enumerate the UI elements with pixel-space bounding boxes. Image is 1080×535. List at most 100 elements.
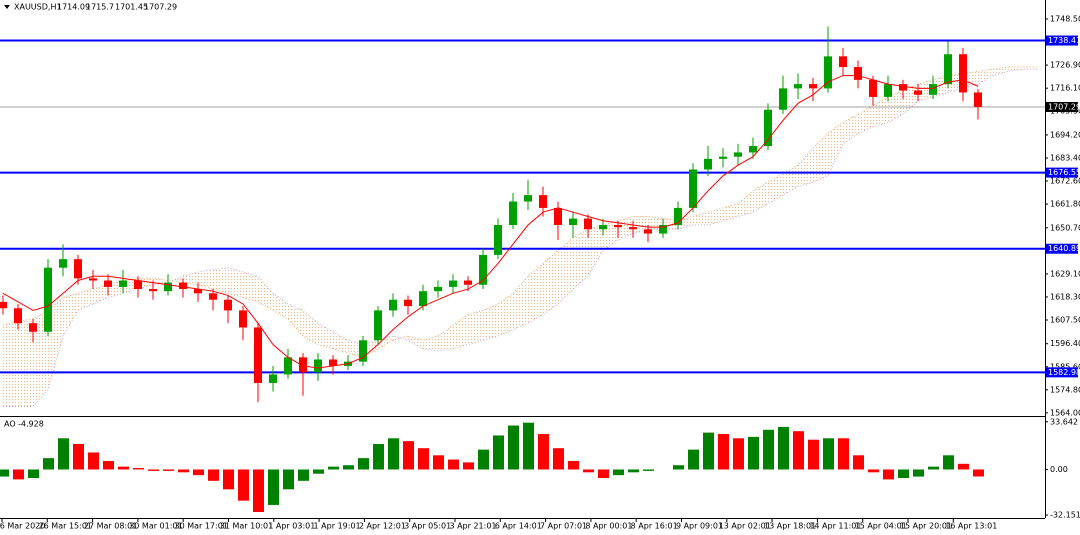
ao-bar: [88, 452, 99, 470]
low: 1701.45: [115, 3, 148, 12]
ao-bar: [58, 438, 69, 470]
ao-bar: [388, 438, 399, 470]
candle-body: [509, 201, 517, 226]
cloud-segment: [798, 148, 813, 187]
ao-bar: [718, 434, 729, 470]
ao-bar: [958, 463, 969, 470]
x-tick-label: 7 Apr 07:01: [540, 522, 587, 531]
ao-bar: [328, 466, 339, 470]
ao-bar: [163, 469, 174, 471]
cloud-segment: [423, 336, 438, 351]
candle-body: [569, 218, 577, 226]
y-tick-label: 1596.40: [1050, 339, 1080, 348]
cloud-segment: [723, 203, 738, 221]
cloud-segment: [333, 331, 348, 354]
ao-bar: [418, 448, 429, 470]
ao-bar: [868, 469, 879, 473]
cloud-segment: [768, 173, 783, 204]
cloud-segment: [813, 133, 828, 183]
x-tick-label: 8 Apr 16:01: [631, 522, 678, 531]
ao-bar: [853, 455, 864, 470]
candle-body: [44, 267, 52, 332]
cloud-segment: [33, 310, 48, 407]
ao-bar: [73, 443, 84, 470]
candle-body: [254, 327, 262, 383]
ao-bar: [178, 469, 189, 473]
cloud-segment: [978, 69, 993, 85]
x-tick-label: 15 Apr 04:01: [855, 522, 907, 531]
ao-bar: [808, 439, 819, 470]
cloud-segment: [753, 182, 768, 213]
candle-body: [419, 291, 427, 307]
candle-body: [224, 299, 232, 311]
cloud-segment: [558, 237, 573, 304]
candle-body: [29, 323, 37, 332]
ao-bar: [403, 441, 414, 470]
level-label-box: [1046, 367, 1078, 378]
candle-body: [824, 56, 832, 89]
candle-body: [194, 289, 202, 294]
x-tick-label: 16 Apr 13:01: [945, 522, 997, 531]
y-tick-label: 1748.50: [1050, 14, 1080, 23]
candle-body: [809, 84, 817, 89]
cloud-segment: [513, 276, 528, 330]
candle-body: [599, 225, 607, 230]
x-tick-label: 13 Apr 02:01: [719, 522, 771, 531]
x-tick-label: 3 Apr 21:01: [449, 522, 496, 531]
candle-body: [494, 225, 502, 255]
x-tick-label: 14 Apr 11:01: [809, 522, 861, 531]
cloud-segment: [273, 293, 288, 319]
ao-bar: [13, 469, 24, 480]
candle-body: [584, 218, 592, 230]
candle-body: [659, 225, 667, 234]
ao-bar: [283, 469, 294, 490]
cloud-segment: [498, 293, 513, 337]
y-tick-label: 1574.80: [1050, 385, 1080, 394]
candle-body: [119, 280, 127, 287]
ao-bar: [118, 466, 129, 470]
candle-body: [284, 357, 292, 375]
cloud-segment: [303, 310, 318, 345]
candle-body: [14, 308, 22, 324]
candle-body: [329, 359, 337, 366]
ao-bar: [733, 438, 744, 470]
ao-bar: [898, 469, 909, 478]
ao-bar: [103, 460, 114, 470]
candle-body: [134, 280, 142, 290]
candle-body: [389, 299, 397, 311]
ao-tick-label: 33.642: [1050, 417, 1078, 426]
y-tick-label: 1716.10: [1050, 84, 1080, 93]
ao-bar: [373, 443, 384, 470]
x-tick-label: 9 Apr 09:01: [676, 522, 723, 531]
ao-bar: [628, 469, 639, 473]
cloud-segment: [993, 67, 1008, 76]
level-label: 1738.41: [1048, 36, 1080, 45]
ao-bar: [28, 469, 39, 478]
level-label-box: [1046, 243, 1078, 254]
cloud-segment: [543, 250, 558, 315]
candle-body: [839, 56, 847, 68]
x-tick-label: 31 Mar 10:01: [220, 522, 273, 531]
candle-body: [239, 310, 247, 328]
ao-bar: [223, 469, 234, 490]
ao-bar: [913, 469, 924, 477]
cloud-segment: [618, 216, 633, 240]
ao-bar: [928, 466, 939, 470]
candle-body: [884, 84, 892, 97]
ao-bar: [313, 469, 324, 474]
candle-body: [104, 280, 112, 287]
ao-bar: [478, 449, 489, 470]
ao-bar: [598, 469, 609, 478]
y-tick-label: 1618.30: [1050, 292, 1080, 301]
cloud-segment: [483, 303, 498, 341]
y-tick-label: 1607.50: [1050, 316, 1080, 325]
candle-body: [404, 299, 412, 307]
candle-body: [794, 84, 802, 89]
candle-body: [149, 289, 157, 292]
level-label: 1582.98: [1048, 368, 1080, 377]
candle-body: [74, 259, 82, 279]
ao-bar: [823, 438, 834, 470]
ao-bar: [688, 449, 699, 470]
candle-body: [89, 278, 97, 281]
candle-body: [359, 340, 367, 362]
